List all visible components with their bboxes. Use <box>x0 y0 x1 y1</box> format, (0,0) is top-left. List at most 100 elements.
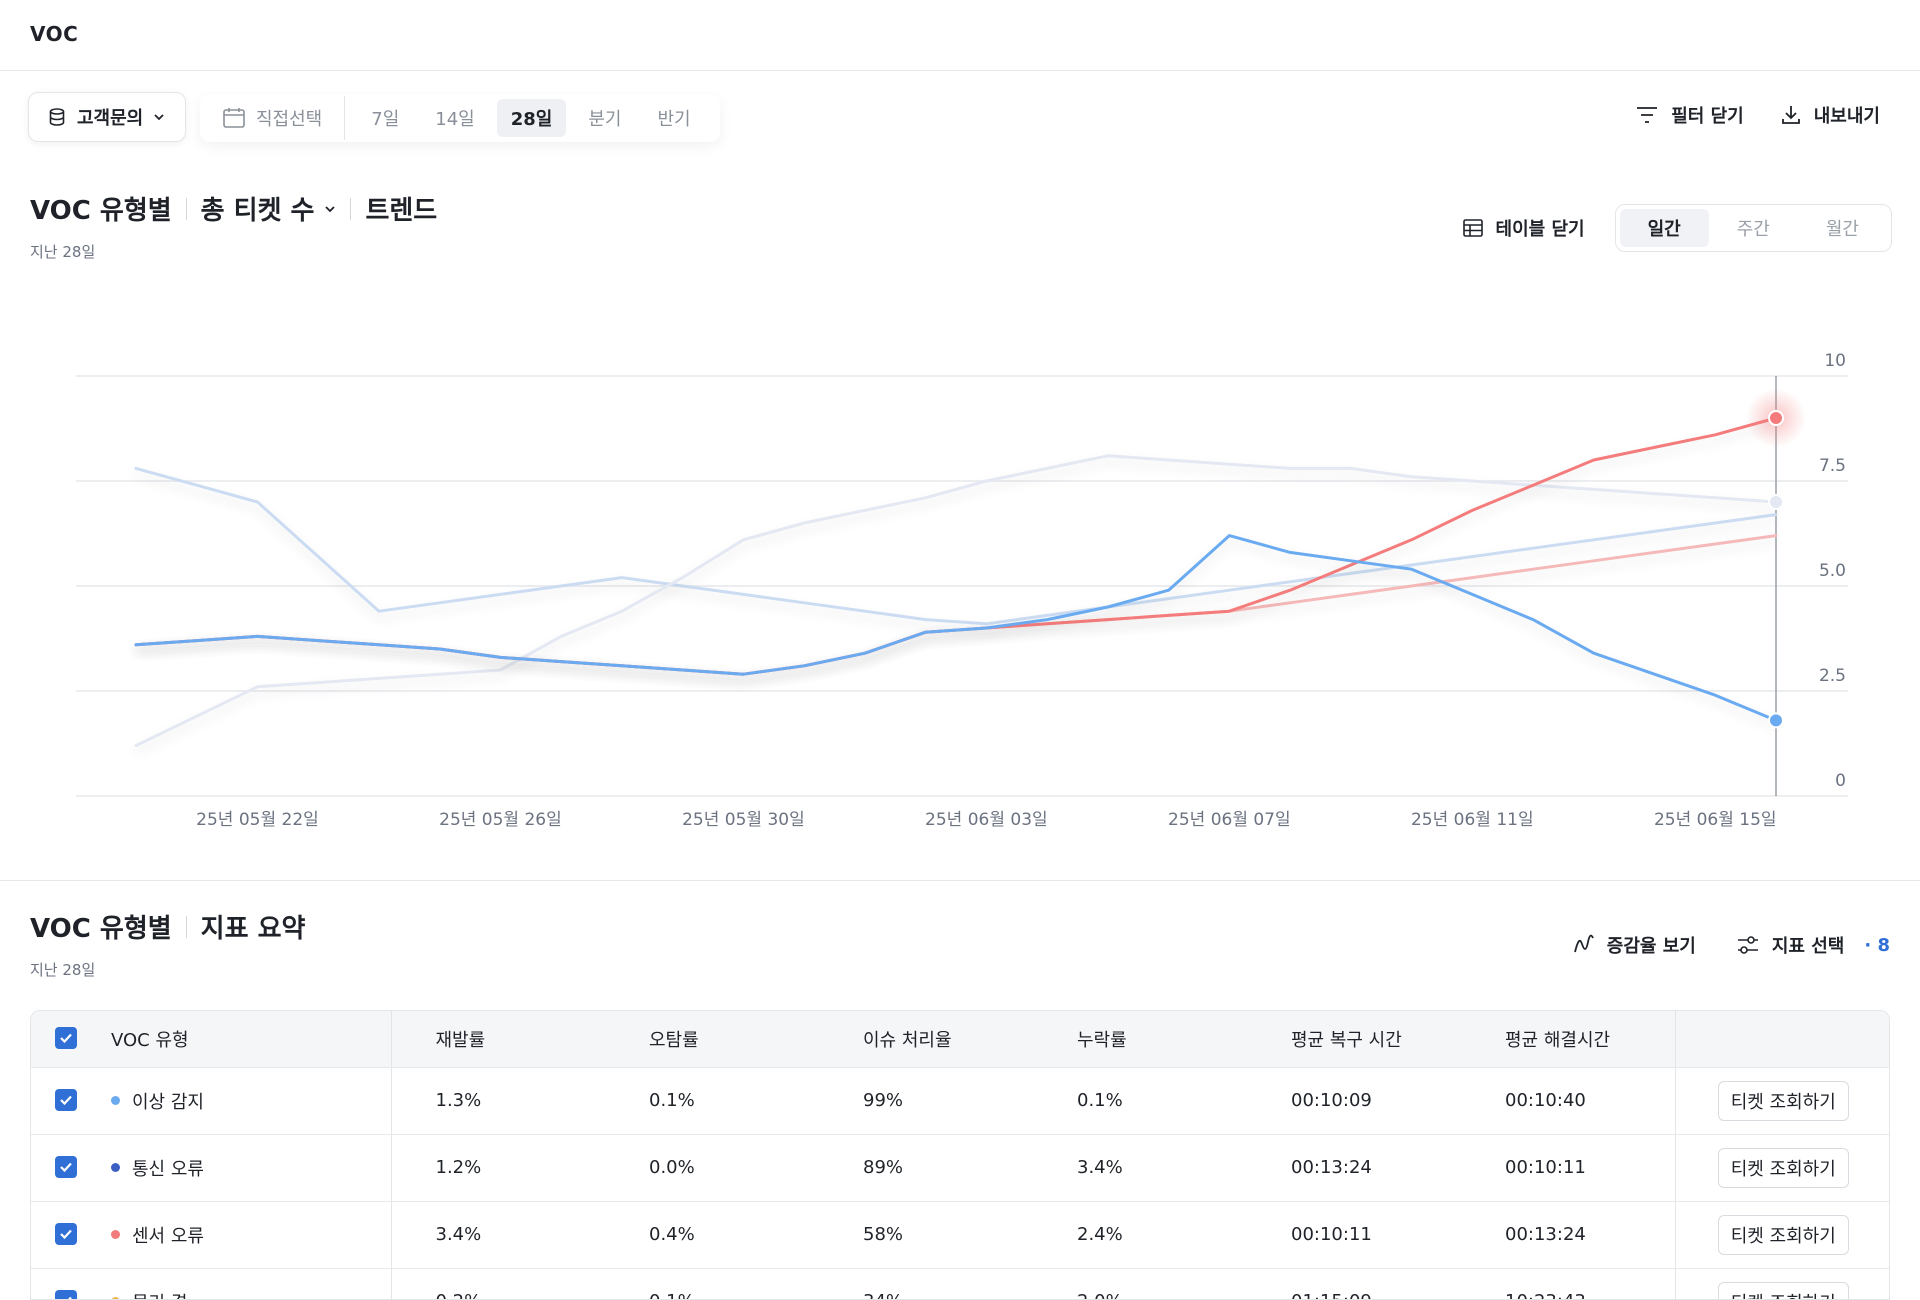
chart-subtitle: 지난 28일 <box>30 243 96 261</box>
y-tick-label: 10 <box>1824 351 1846 371</box>
period-option[interactable]: 분기 <box>588 109 622 130</box>
filter-icon <box>1637 107 1658 123</box>
top-actions: 필터 닫기 내보내기 <box>1635 102 1880 128</box>
metric-cell: 00:10:09 <box>1247 1067 1461 1135</box>
download-icon <box>1781 106 1800 124</box>
period-option[interactable]: 14일 <box>435 109 475 130</box>
summary-title-part2: 지표 요약 <box>200 914 306 944</box>
granularity-option[interactable]: 월간 <box>1825 219 1859 240</box>
metric-cell: 0.4% <box>605 1201 819 1269</box>
row-select-cell[interactable] <box>31 1134 111 1202</box>
granularity-option[interactable]: 일간 <box>1619 209 1709 247</box>
metric-dropdown[interactable]: 총 티켓 수 <box>201 190 337 227</box>
view-tickets-button[interactable]: 티켓 조회하기 <box>1717 1080 1849 1121</box>
metric-cell: 10:23:43 <box>1461 1268 1675 1299</box>
metric-cell: 01:15:09 <box>1247 1268 1461 1299</box>
growth-rate-button[interactable]: 증감율 보기 <box>1573 932 1696 958</box>
checkbox[interactable] <box>55 1290 77 1299</box>
header-omission[interactable]: 누락률 <box>1033 1011 1247 1068</box>
view-tickets-button[interactable]: 티켓 조회하기 <box>1717 1147 1849 1188</box>
chart-tools: 테이블 닫기 일간 주간 월간 <box>1462 204 1892 252</box>
series-end-point[interactable] <box>1768 410 1784 426</box>
row-select-cell[interactable] <box>31 1067 111 1135</box>
export-button[interactable]: 내보내기 <box>1780 102 1880 128</box>
metric-cell: 0.1% <box>605 1067 819 1135</box>
row-select-cell[interactable] <box>31 1201 111 1269</box>
granularity-option[interactable]: 주간 <box>1736 219 1770 240</box>
checkbox[interactable] <box>55 1156 77 1178</box>
filter-bar: 고객문의 직접선택 7일 14일 28일 분기 반기 필터 닫기 내보내기 <box>0 72 1920 160</box>
series-end-point[interactable] <box>1768 712 1784 729</box>
view-tickets-button[interactable]: 티켓 조회하기 <box>1717 1281 1849 1299</box>
table-row[interactable]: 이상 감지 1.3% 0.1% 99% 0.1% 00:10:09 00:10:40 티켓 조… <box>31 1067 1889 1135</box>
header-recovery-time[interactable]: 평균 복구 시간 <box>1247 1011 1461 1068</box>
source-label: 고객문의 <box>77 108 144 129</box>
check-icon <box>68 1296 72 1299</box>
header-recurrence[interactable]: 재발률 <box>391 1011 605 1068</box>
close-filter-button[interactable]: 필터 닫기 <box>1635 102 1744 128</box>
sliders-icon <box>1737 936 1758 954</box>
view-tickets-button[interactable]: 티켓 조회하기 <box>1717 1214 1849 1255</box>
title-separator <box>185 197 187 220</box>
period-option[interactable]: 28일 <box>496 99 567 137</box>
x-tick-label: 25년 06월 11일 <box>1411 810 1534 830</box>
checkbox[interactable] <box>55 1027 77 1050</box>
close-filter-label: 필터 닫기 <box>1671 106 1744 127</box>
checkbox[interactable] <box>55 1223 77 1245</box>
action-cell: 티켓 조회하기 <box>1674 1134 1889 1202</box>
period-options: 7일 14일 28일 분기 반기 <box>357 99 704 137</box>
trend-icon <box>1573 934 1594 953</box>
source-dropdown[interactable]: 고객문의 <box>28 92 186 142</box>
metric-cell: 1.2% <box>391 1134 605 1202</box>
period-selector: 직접선택 7일 14일 28일 분기 반기 <box>200 94 720 142</box>
x-tick-label: 25년 05월 26일 <box>439 810 562 830</box>
voc-type-cell: 통신 오류 <box>111 1134 392 1202</box>
table-row[interactable]: 통신 오류 1.2% 0.0% 89% 3.4% 00:13:24 00:10:11 티켓 조… <box>31 1134 1889 1202</box>
series-line[interactable] <box>134 534 1778 722</box>
custom-date-button[interactable]: 직접선택 <box>222 96 346 140</box>
metric-cell: 1.3% <box>391 1067 605 1135</box>
y-tick-label: 0 <box>1835 771 1846 791</box>
series-line[interactable] <box>134 416 1778 676</box>
row-select-cell[interactable] <box>31 1268 111 1299</box>
metric-cell: 0.2% <box>391 1268 605 1299</box>
chevron-down-icon <box>325 205 336 212</box>
metric-cell: 58% <box>819 1201 1033 1269</box>
header-voc-type[interactable]: VOC 유형 <box>111 1011 392 1068</box>
trend-chart: 0 2.5 5.0 7.5 10 25년 05월 22일 25년 05월 26일 25년 0… <box>0 300 1920 840</box>
series-color-dot <box>111 1163 120 1172</box>
check-icon <box>60 1034 72 1044</box>
header-resolution-rate[interactable]: 이슈 처리율 <box>819 1011 1033 1068</box>
series-end-point[interactable] <box>1768 494 1784 510</box>
table-icon <box>1462 219 1483 237</box>
header-select-all[interactable] <box>31 1011 111 1068</box>
summary-tools: 증감율 보기 지표 선택 · 8 <box>1573 932 1890 958</box>
table-toggle-button[interactable]: 테이블 닫기 <box>1462 215 1585 241</box>
granularity-toggle: 일간 주간 월간 <box>1614 204 1892 252</box>
voc-type-cell: 물리 결 <box>111 1268 392 1299</box>
series-line[interactable] <box>134 534 1778 676</box>
header-false-positive[interactable]: 오탐률 <box>605 1011 819 1068</box>
metric-select-button[interactable]: 지표 선택 · 8 <box>1736 932 1890 958</box>
header-resolve-time[interactable]: 평균 해결시간 <box>1461 1011 1675 1068</box>
series-line[interactable] <box>134 454 1778 748</box>
action-cell: 티켓 조회하기 <box>1674 1201 1889 1269</box>
summary-title-part1: VOC 유형별 <box>30 914 172 944</box>
checkbox[interactable] <box>55 1089 77 1111</box>
table-row[interactable]: 물리 결 0.2%0.1%34%2.0%01:15:0910:23:43 티켓 조회… <box>31 1268 1889 1299</box>
voc-type-name: 통신 오류 <box>132 1158 204 1180</box>
title-separator <box>185 915 187 938</box>
x-tick-label: 25년 05월 22일 <box>196 810 319 830</box>
table-row[interactable]: 센서 오류 3.4% 0.4% 58% 2.4% 00:10:11 00:13:24 티켓 조… <box>31 1201 1889 1269</box>
x-tick-label: 25년 06월 07일 <box>1168 810 1291 830</box>
table-toggle-label: 테이블 닫기 <box>1495 219 1585 240</box>
period-option[interactable]: 반기 <box>657 109 691 130</box>
check-icon <box>60 1162 72 1173</box>
growth-rate-label: 증감율 보기 <box>1606 936 1696 957</box>
action-cell: 티켓 조회하기 <box>1674 1268 1889 1299</box>
chart-title: VOC 유형별 총 티켓 수 트렌드 <box>30 190 437 227</box>
period-option[interactable]: 7일 <box>371 109 400 130</box>
series-line[interactable] <box>134 466 1778 626</box>
voc-type-cell: 이상 감지 <box>111 1067 392 1135</box>
y-tick-label: 5.0 <box>1819 561 1846 581</box>
